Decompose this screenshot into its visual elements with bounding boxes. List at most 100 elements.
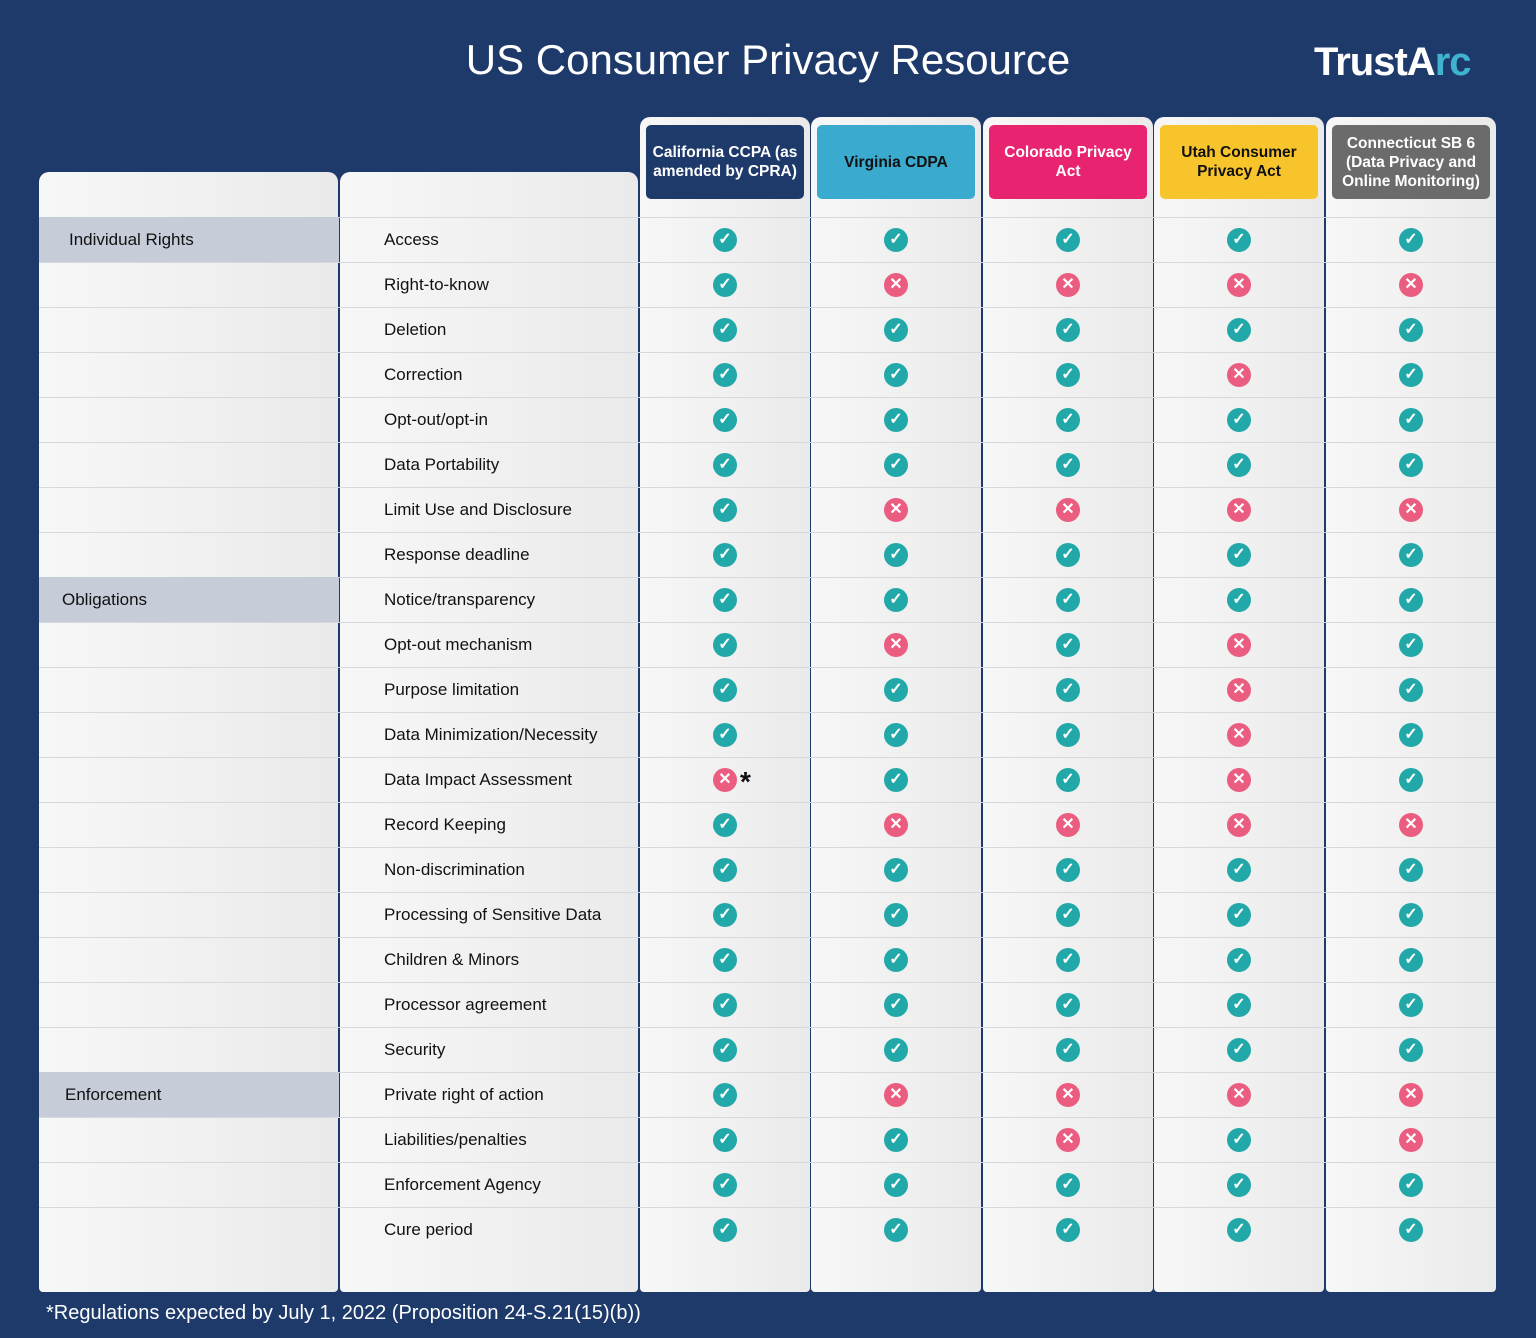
check-circle-icon: ✓ [713, 903, 737, 927]
table-row [39, 532, 1496, 577]
check-circle-icon: ✓ [884, 588, 908, 612]
asterisk-note: * [740, 766, 751, 797]
trustarc-logo: TrustArc [1314, 40, 1471, 84]
x-circle-icon: ✕ [1227, 1083, 1251, 1107]
feature-label: Liabilities/penalties [384, 1129, 527, 1149]
check-circle-icon: ✓ [713, 498, 737, 522]
check-circle-icon: ✓ [884, 948, 908, 972]
table-row [39, 667, 1496, 712]
footnote: *Regulations expected by July 1, 2022 (P… [46, 1302, 641, 1325]
table-row [39, 307, 1496, 352]
check-circle-icon: ✓ [1227, 408, 1251, 432]
check-circle-icon: ✓ [1056, 408, 1080, 432]
table-row [39, 397, 1496, 442]
table-row [39, 1027, 1496, 1072]
table-row [39, 622, 1496, 667]
x-circle-icon: ✕ [1227, 633, 1251, 657]
feature-label: Limit Use and Disclosure [384, 499, 573, 519]
x-circle-icon: ✕ [713, 768, 737, 792]
check-circle-icon: ✓ [884, 1218, 908, 1242]
x-circle-icon: ✕ [1399, 273, 1423, 297]
check-circle-icon: ✓ [1056, 1173, 1080, 1197]
x-circle-icon: ✕ [884, 1083, 908, 1107]
feature-label: Response deadline [384, 544, 530, 564]
check-circle-icon: ✓ [1399, 633, 1423, 657]
feature-label: Data Impact Assessment [384, 769, 573, 789]
check-circle-icon: ✓ [1056, 723, 1080, 747]
check-circle-icon: ✓ [713, 1083, 737, 1107]
check-circle-icon: ✓ [884, 453, 908, 477]
check-circle-icon: ✓ [1399, 993, 1423, 1017]
check-circle-icon: ✓ [1399, 678, 1423, 702]
x-circle-icon: ✕ [884, 498, 908, 522]
feature-column [340, 172, 638, 1292]
table-row [39, 1072, 1496, 1117]
check-circle-icon: ✓ [713, 858, 737, 882]
check-circle-icon: ✓ [1399, 768, 1423, 792]
table-row [39, 757, 1496, 802]
check-circle-icon: ✓ [1399, 1173, 1423, 1197]
table-row [39, 1117, 1496, 1162]
check-circle-icon: ✓ [1227, 993, 1251, 1017]
check-circle-icon: ✓ [713, 813, 737, 837]
check-circle-icon: ✓ [713, 588, 737, 612]
x-circle-icon: ✕ [1056, 813, 1080, 837]
check-circle-icon: ✓ [884, 228, 908, 252]
check-circle-icon: ✓ [1056, 543, 1080, 567]
x-circle-icon: ✕ [1399, 1083, 1423, 1107]
check-circle-icon: ✓ [884, 903, 908, 927]
check-circle-icon: ✓ [713, 408, 737, 432]
table-row [39, 217, 1496, 262]
x-circle-icon: ✕ [1056, 498, 1080, 522]
table-row [39, 712, 1496, 757]
table-row [39, 577, 1496, 622]
column-header: Utah Consumer Privacy Act [1160, 125, 1318, 199]
column-header: Connecticut SB 6 (Data Privacy and Onlin… [1332, 125, 1490, 199]
check-circle-icon: ✓ [1056, 363, 1080, 387]
check-circle-icon: ✓ [884, 1128, 908, 1152]
x-circle-icon: ✕ [1056, 273, 1080, 297]
table-row [39, 982, 1496, 1027]
check-circle-icon: ✓ [884, 318, 908, 342]
check-circle-icon: ✓ [713, 273, 737, 297]
check-circle-icon: ✓ [884, 363, 908, 387]
feature-label: Private right of action [384, 1084, 544, 1104]
check-circle-icon: ✓ [1227, 228, 1251, 252]
check-circle-icon: ✓ [713, 948, 737, 972]
feature-label: Deletion [384, 319, 447, 339]
table-row [39, 1207, 1496, 1252]
feature-label: Record Keeping [384, 814, 506, 834]
feature-label: Opt-out mechanism [384, 634, 533, 654]
table-row [39, 352, 1496, 397]
table-row [39, 847, 1496, 892]
check-circle-icon: ✓ [713, 1173, 737, 1197]
check-circle-icon: ✓ [713, 318, 737, 342]
x-circle-icon: ✕ [1227, 723, 1251, 747]
category-label: Enforcement [39, 1072, 339, 1117]
feature-label: Data Minimization/Necessity [384, 724, 598, 744]
feature-label: Children & Minors [384, 949, 520, 969]
feature-label: Opt-out/opt-in [384, 409, 488, 429]
check-circle-icon: ✓ [713, 228, 737, 252]
check-circle-icon: ✓ [1399, 543, 1423, 567]
check-circle-icon: ✓ [713, 453, 737, 477]
check-circle-icon: ✓ [1056, 588, 1080, 612]
column-header: Virginia CDPA [817, 125, 975, 199]
table-row [39, 262, 1496, 307]
check-circle-icon: ✓ [1056, 228, 1080, 252]
x-circle-icon: ✕ [1056, 1083, 1080, 1107]
category-label: Obligations [39, 577, 339, 622]
check-circle-icon: ✓ [884, 993, 908, 1017]
check-circle-icon: ✓ [713, 723, 737, 747]
check-circle-icon: ✓ [884, 1173, 908, 1197]
x-circle-icon: ✕ [884, 633, 908, 657]
column-header: Colorado Privacy Act [989, 125, 1147, 199]
check-circle-icon: ✓ [1056, 1218, 1080, 1242]
table-row [39, 1162, 1496, 1207]
feature-label: Processing of Sensitive Data [384, 904, 602, 924]
feature-label: Correction [384, 364, 463, 384]
x-circle-icon: ✕ [1227, 498, 1251, 522]
footnote-text: Regulations expected by July 1, 2022 (Pr… [53, 1302, 641, 1324]
check-circle-icon: ✓ [1399, 948, 1423, 972]
check-circle-icon: ✓ [1399, 588, 1423, 612]
